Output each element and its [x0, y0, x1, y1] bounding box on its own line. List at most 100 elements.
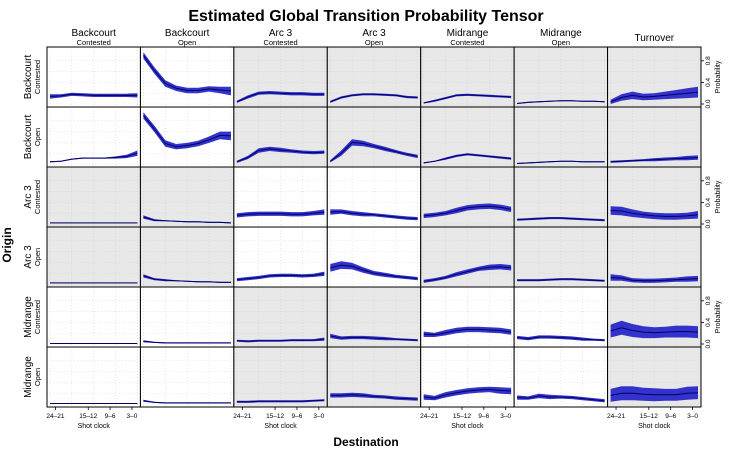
- mean-line: [423, 205, 512, 217]
- mean-line: [517, 160, 605, 164]
- confidence-band: [143, 274, 231, 283]
- facet-panel: [607, 226, 702, 288]
- mean-line: [236, 399, 325, 403]
- x-tick-label: 15–12: [79, 413, 97, 420]
- right-axis-label: Probability: [715, 300, 722, 333]
- facet-panel: [326, 226, 422, 288]
- mean-line: [143, 115, 231, 148]
- confidence-band: [423, 203, 512, 219]
- facet-panel: [46, 46, 141, 108]
- facet-panel: [420, 286, 515, 348]
- facet-panel: [326, 106, 422, 168]
- confidence-band: [330, 139, 418, 163]
- facet-panel: [420, 346, 515, 410]
- y-tick-label: 0.4: [705, 198, 712, 207]
- column-header-sub: Open: [178, 38, 196, 47]
- row-label-sub: Open: [33, 248, 42, 266]
- facet-panel: [233, 226, 328, 288]
- confidence-band: [610, 86, 698, 104]
- mean-line: [517, 395, 605, 402]
- facet-panel: [326, 166, 422, 228]
- row-label-main: Midrange: [23, 356, 34, 398]
- confidence-band: [517, 217, 605, 222]
- x-axis-sublabel: Shot clock: [78, 423, 111, 430]
- mean-line: [517, 278, 605, 282]
- x-tick-label: 3–0: [500, 413, 511, 420]
- mean-line: [236, 338, 325, 342]
- confidence-band: [610, 386, 698, 402]
- mean-line: [610, 157, 699, 163]
- facet-panel: [326, 346, 422, 408]
- x-tick-label: 3–0: [313, 413, 324, 420]
- facet-panel: [233, 46, 328, 108]
- facet-panel: [139, 226, 235, 288]
- confidence-band: [143, 52, 231, 96]
- confidence-band: [236, 271, 325, 282]
- x-axis-sublabel: Shot clock: [451, 423, 484, 430]
- facet-panel: [139, 46, 235, 108]
- mean-line: [517, 336, 605, 341]
- x-tick-label: 9–6: [292, 413, 303, 420]
- facet-panel: [139, 286, 235, 348]
- mean-line: [610, 277, 699, 282]
- mean-line: [49, 152, 138, 163]
- mean-line: [423, 388, 512, 399]
- facet-panel: [233, 166, 328, 228]
- mean-line: [330, 335, 418, 341]
- y-tick-label: 0.0: [705, 99, 712, 108]
- confidence-band: [517, 278, 605, 282]
- mean-line: [330, 394, 418, 400]
- mean-line: [610, 210, 699, 217]
- x-axis-sublabel: Shot clock: [264, 423, 297, 430]
- mean-line: [49, 93, 138, 97]
- y-tick-label: 0.0: [705, 339, 712, 348]
- facet-panel: [513, 346, 609, 408]
- row-label-main: Arc 3: [23, 245, 34, 269]
- facet-panel: [420, 46, 515, 108]
- mean-line: [517, 217, 605, 221]
- x-tick-label: 24–21: [420, 413, 438, 420]
- row-label-main: Midrange: [23, 296, 34, 338]
- facet-panel: [513, 106, 609, 168]
- mean-line: [143, 340, 231, 344]
- x-tick-label: 9–6: [478, 413, 489, 420]
- mean-line: [143, 400, 231, 404]
- column-header-main: Midrange: [447, 28, 489, 39]
- column-header-sub: Contested: [450, 38, 484, 47]
- facet-panel: [139, 346, 235, 408]
- facet-panel: [420, 166, 515, 228]
- mean-line: [236, 92, 325, 103]
- mean-line: [143, 275, 231, 283]
- column-header-main: Backcourt: [165, 28, 210, 39]
- row-label-main: Arc 3: [23, 185, 34, 209]
- mean-line: [330, 141, 418, 162]
- facet-panel: [46, 346, 141, 410]
- mean-line: [423, 153, 512, 164]
- mean-line: [142, 55, 231, 92]
- x-tick-label: 24–21: [46, 413, 64, 420]
- x-axis-title: Destination: [333, 435, 398, 449]
- confidence-band: [610, 274, 698, 283]
- column-header-main: Arc 3: [362, 28, 386, 39]
- facet-panel: [513, 286, 609, 348]
- confidence-band: [423, 264, 512, 283]
- mean-line: [610, 392, 699, 396]
- facet-panel: [513, 46, 609, 108]
- y-tick-label: 0.4: [705, 318, 712, 327]
- facet-panel: [46, 226, 141, 288]
- facet-panel: [233, 106, 328, 168]
- row-label-sub: Open: [33, 128, 42, 146]
- chart-title: Estimated Global Transition Probability …: [188, 8, 543, 25]
- x-tick-label: 24–21: [607, 413, 625, 420]
- mean-line: [330, 93, 418, 103]
- facet-panel: [139, 166, 235, 228]
- facet-panel: [326, 46, 422, 108]
- facet-panel: [46, 166, 141, 228]
- row-label-sub: Contested: [33, 60, 42, 94]
- confidence-band: [423, 386, 512, 401]
- facet-panel: [513, 226, 609, 288]
- mean-line: [236, 273, 325, 281]
- facet-panel: [607, 346, 702, 410]
- column-header-sub: Contested: [263, 38, 297, 47]
